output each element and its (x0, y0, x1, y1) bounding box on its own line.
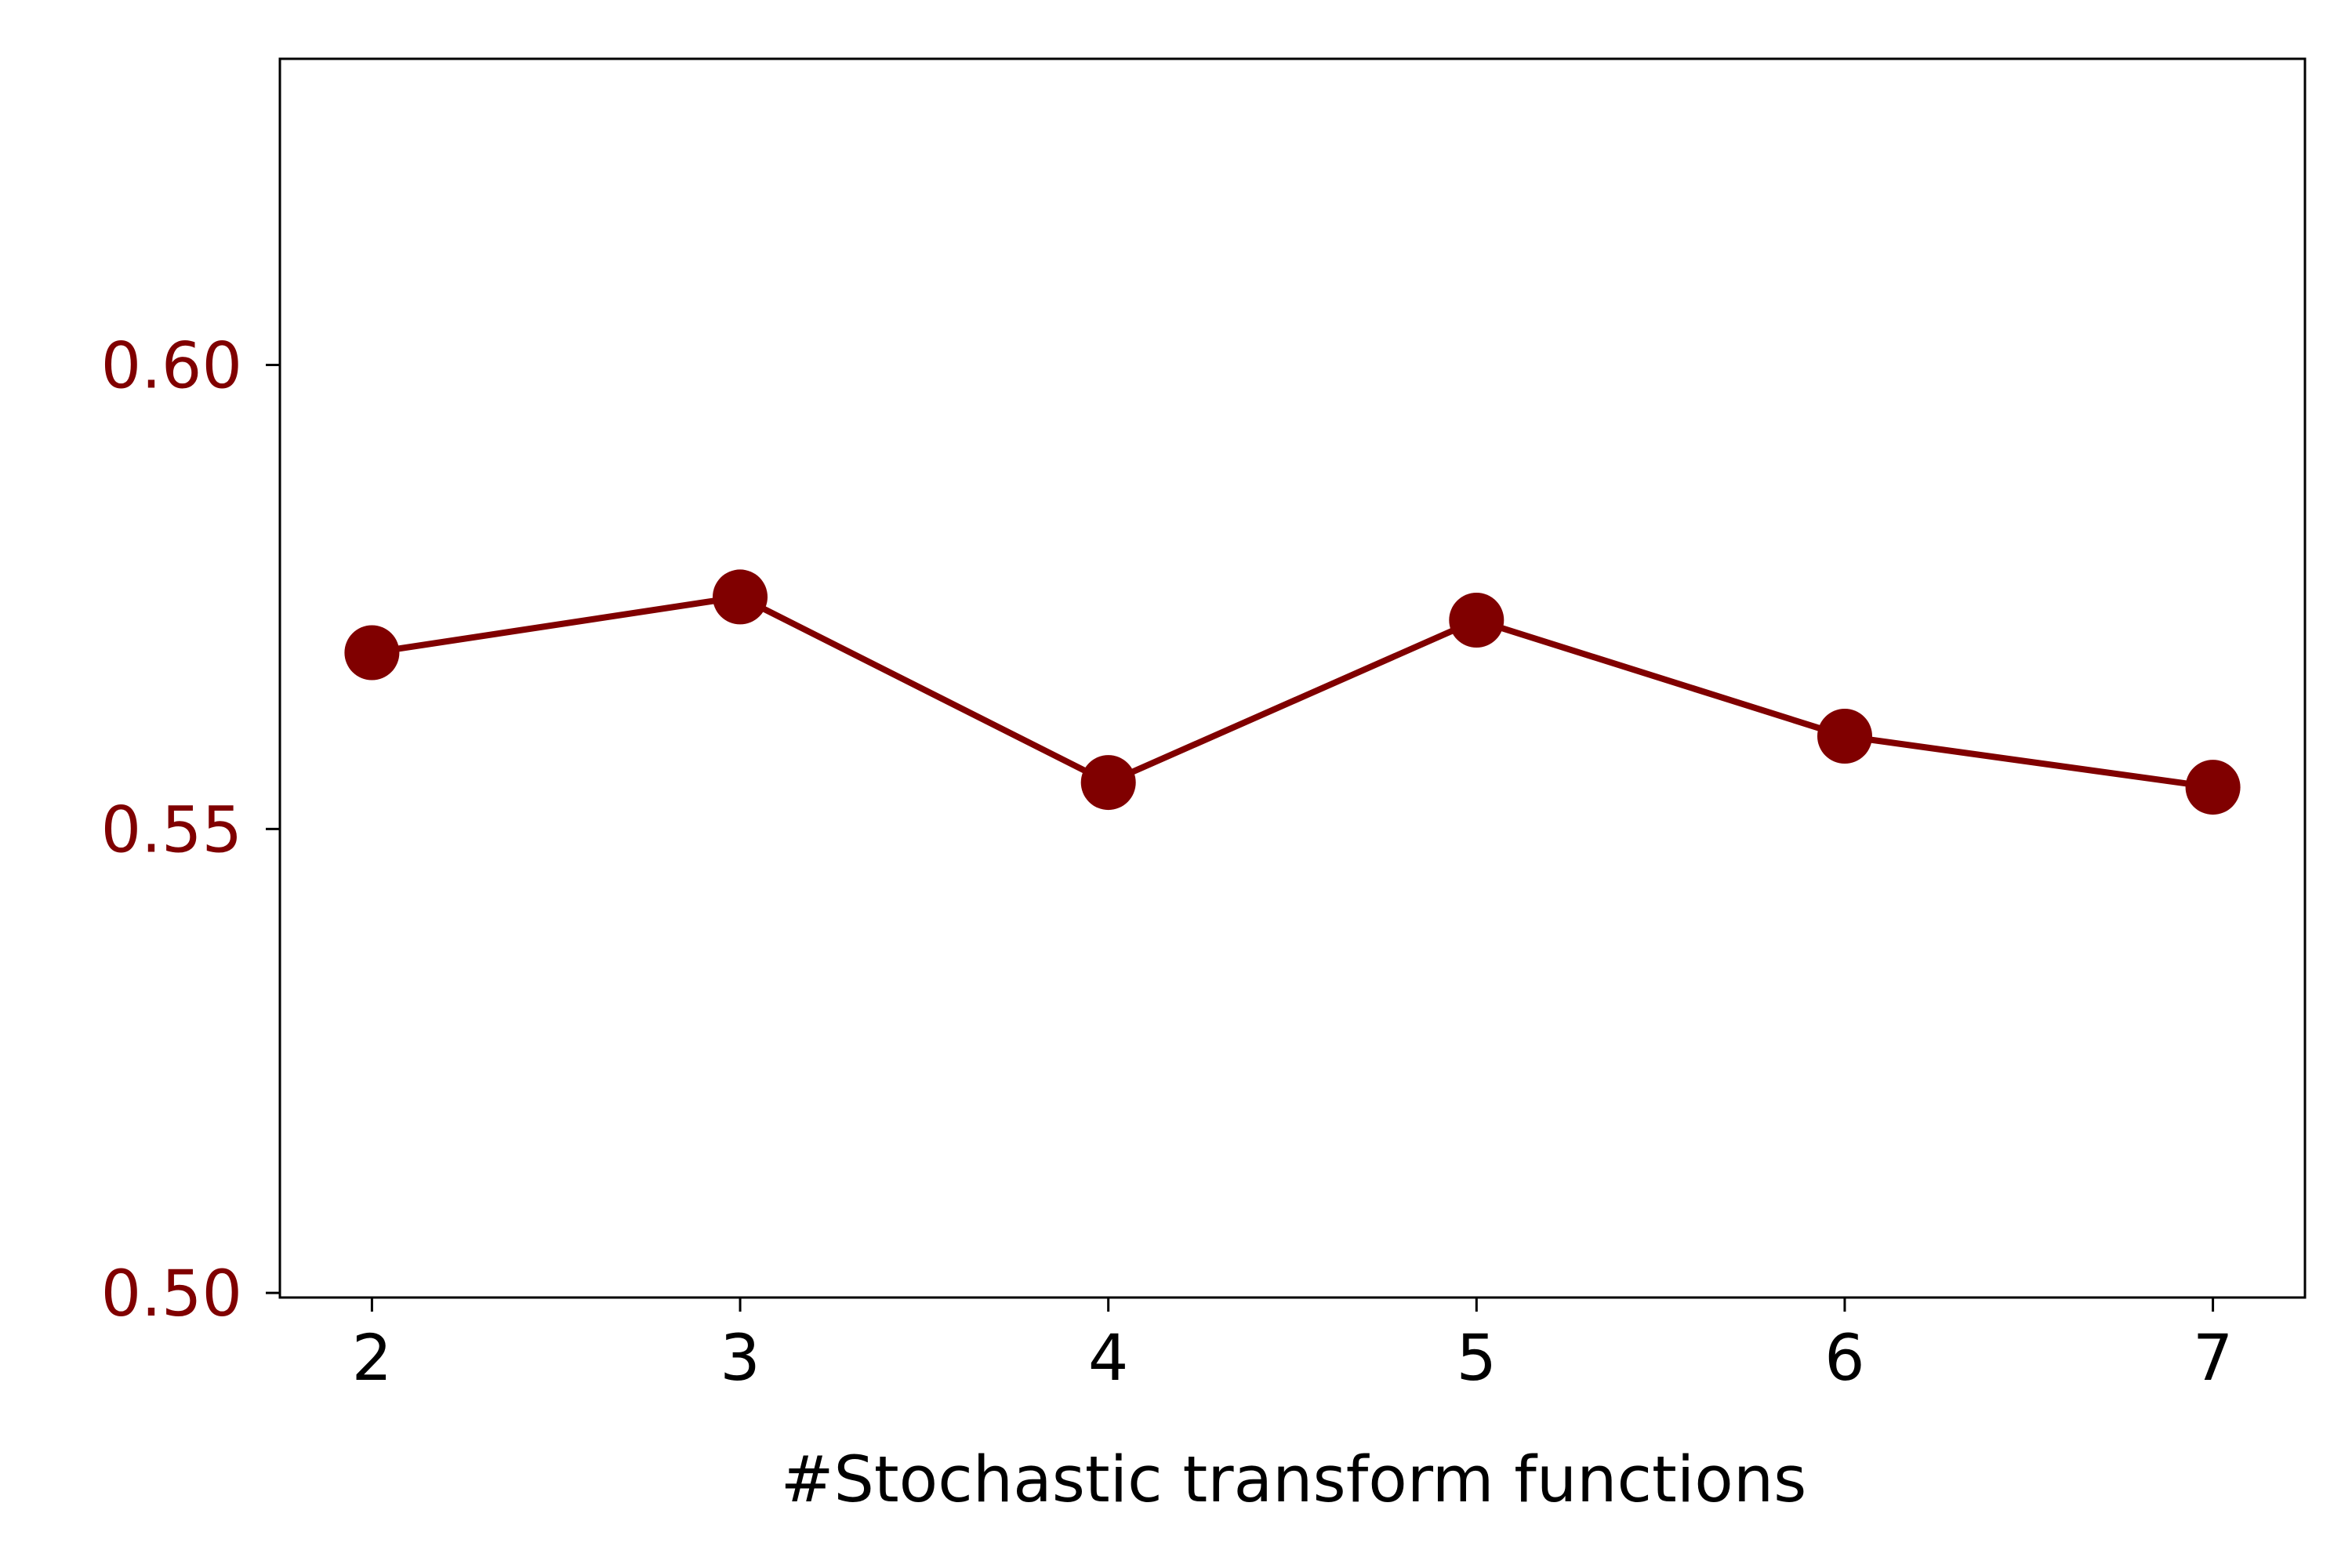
x-tick-label: 6 (1824, 1322, 1865, 1396)
series-line (368, 593, 2216, 791)
axes: 2 3 4 5 6 7 0.50 0.55 0.60 (101, 57, 2307, 1396)
data-point (1449, 593, 1504, 648)
x-tick-label: 4 (1088, 1322, 1129, 1396)
y-tick-label: 0.50 (101, 1258, 242, 1331)
x-tick-label: 3 (720, 1322, 760, 1396)
x-tick-label: 7 (2193, 1322, 2234, 1396)
y-tick-label: 0.60 (101, 330, 242, 404)
x-axis-title: #Stochastic transform functions (781, 1443, 1807, 1517)
data-point (1817, 709, 1872, 764)
data-point (1080, 755, 1136, 811)
x-tick-label: 2 (352, 1322, 393, 1396)
axes-frame (278, 57, 2307, 1299)
data-point (344, 625, 400, 681)
y-tick-label: 0.55 (101, 793, 242, 867)
data-point (713, 569, 768, 625)
plot-area (344, 569, 2241, 815)
data-point (2185, 760, 2241, 815)
x-tick-label: 5 (1457, 1322, 1497, 1396)
